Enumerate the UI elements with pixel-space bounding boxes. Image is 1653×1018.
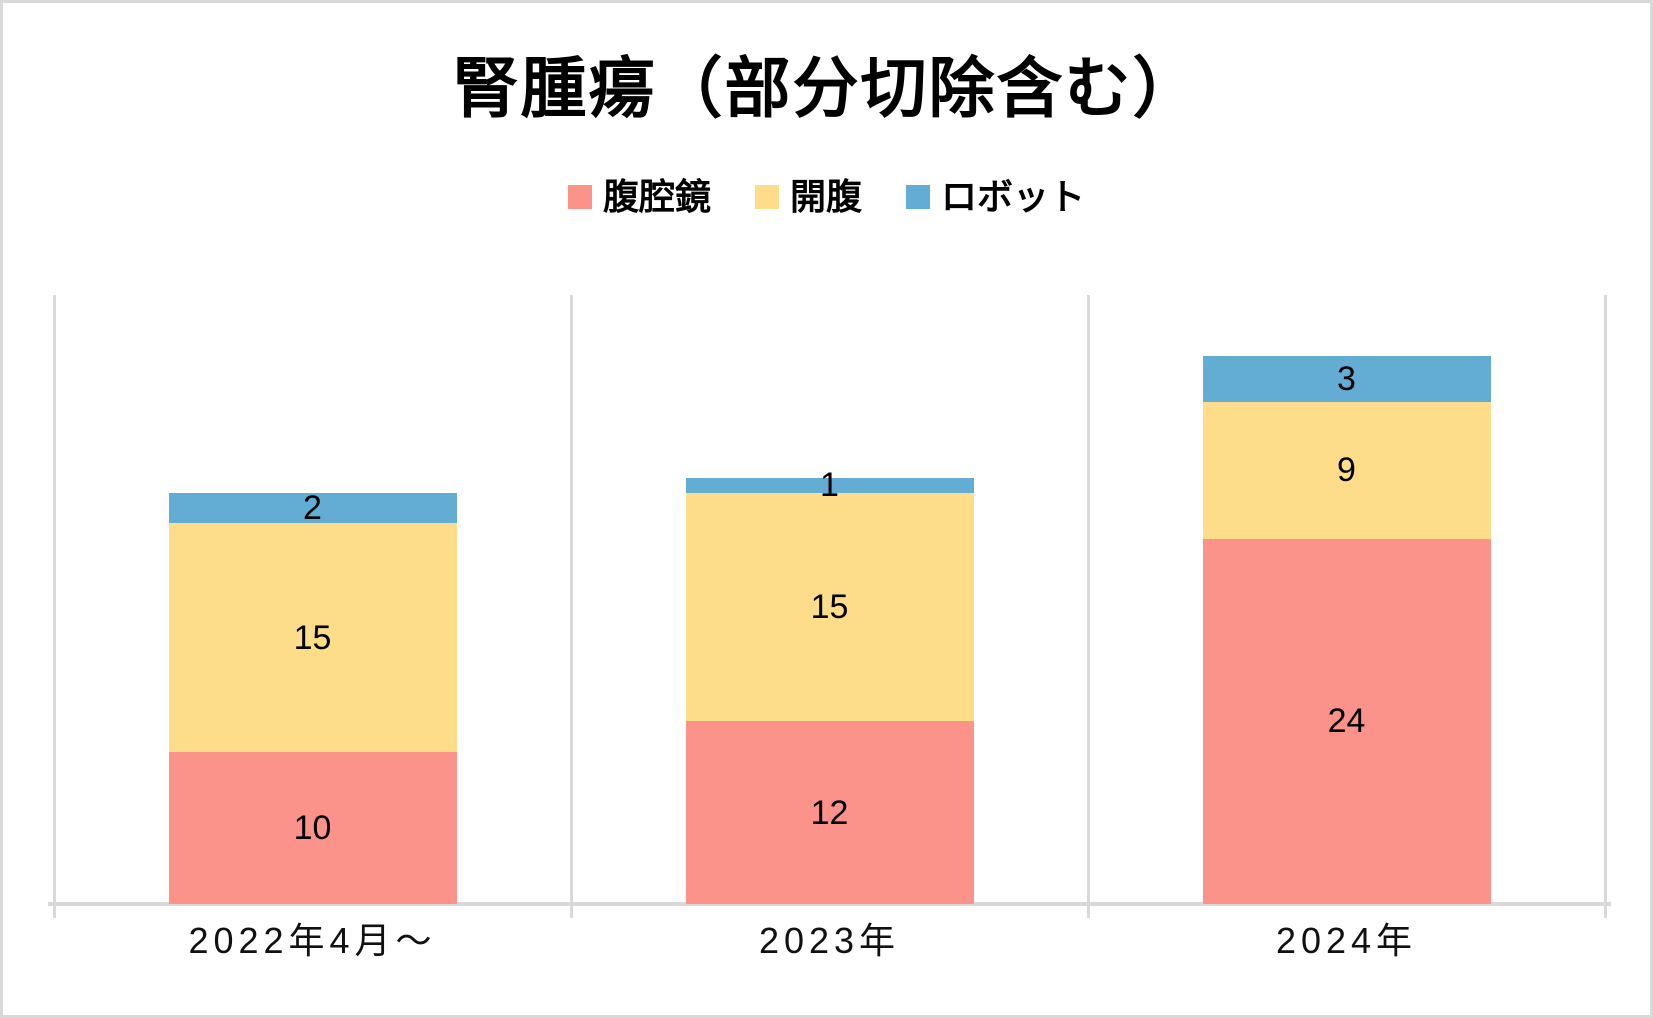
bar-segment-laparoscopy: 10 <box>168 751 457 904</box>
legend-item-robot: ロボット <box>906 179 1085 215</box>
legend-item-laparoscopy: 腹腔鏡 <box>567 176 711 217</box>
segment-value-label: 15 <box>293 618 332 657</box>
legend-swatch-laparoscopy <box>567 185 592 209</box>
legend-swatch-open <box>754 185 779 209</box>
segment-value-label: 10 <box>293 808 332 847</box>
segment-value-label: 15 <box>810 588 849 627</box>
bar-segment-open: 15 <box>168 523 457 752</box>
bar-segment-robot: 1 <box>685 468 974 502</box>
segment-value-label: 2 <box>303 489 322 528</box>
category-axis-label: 2024年 <box>1275 920 1418 961</box>
bar-segment-open: 15 <box>685 492 974 722</box>
legend-swatch-robot <box>906 185 930 209</box>
category-gridline <box>52 295 56 918</box>
x-axis-line <box>48 902 1611 906</box>
segment-value-label: 9 <box>1337 451 1356 490</box>
chart-title: 腎腫瘍（部分切除含む） <box>452 51 1201 125</box>
segment-value-label: 12 <box>810 793 849 832</box>
category-gridline <box>1603 295 1607 918</box>
chart-legend: 腹腔鏡 開腹 ロボット <box>3 179 1650 215</box>
bar-segment-robot: 3 <box>1202 355 1491 402</box>
legend-item-open: 開腹 <box>754 176 862 217</box>
bar-segment-robot: 2 <box>168 489 457 528</box>
segment-value-label: 24 <box>1327 702 1366 741</box>
legend-label-open: 開腹 <box>789 176 862 217</box>
segment-value-label: 3 <box>1337 359 1356 398</box>
category-axis-label: 2022年4月～ <box>188 920 437 961</box>
legend-label-robot: ロボット <box>941 176 1086 217</box>
bar-segment-open: 9 <box>1202 401 1491 539</box>
bar-segment-laparoscopy: 24 <box>1202 538 1491 904</box>
category-axis-label: 2023年 <box>758 920 901 961</box>
bar-segment-laparoscopy: 12 <box>685 721 974 904</box>
legend-label-laparoscopy: 腹腔鏡 <box>602 176 711 217</box>
segment-value-label: 1 <box>820 466 839 505</box>
category-gridline <box>1086 295 1090 918</box>
category-gridline <box>569 295 573 918</box>
